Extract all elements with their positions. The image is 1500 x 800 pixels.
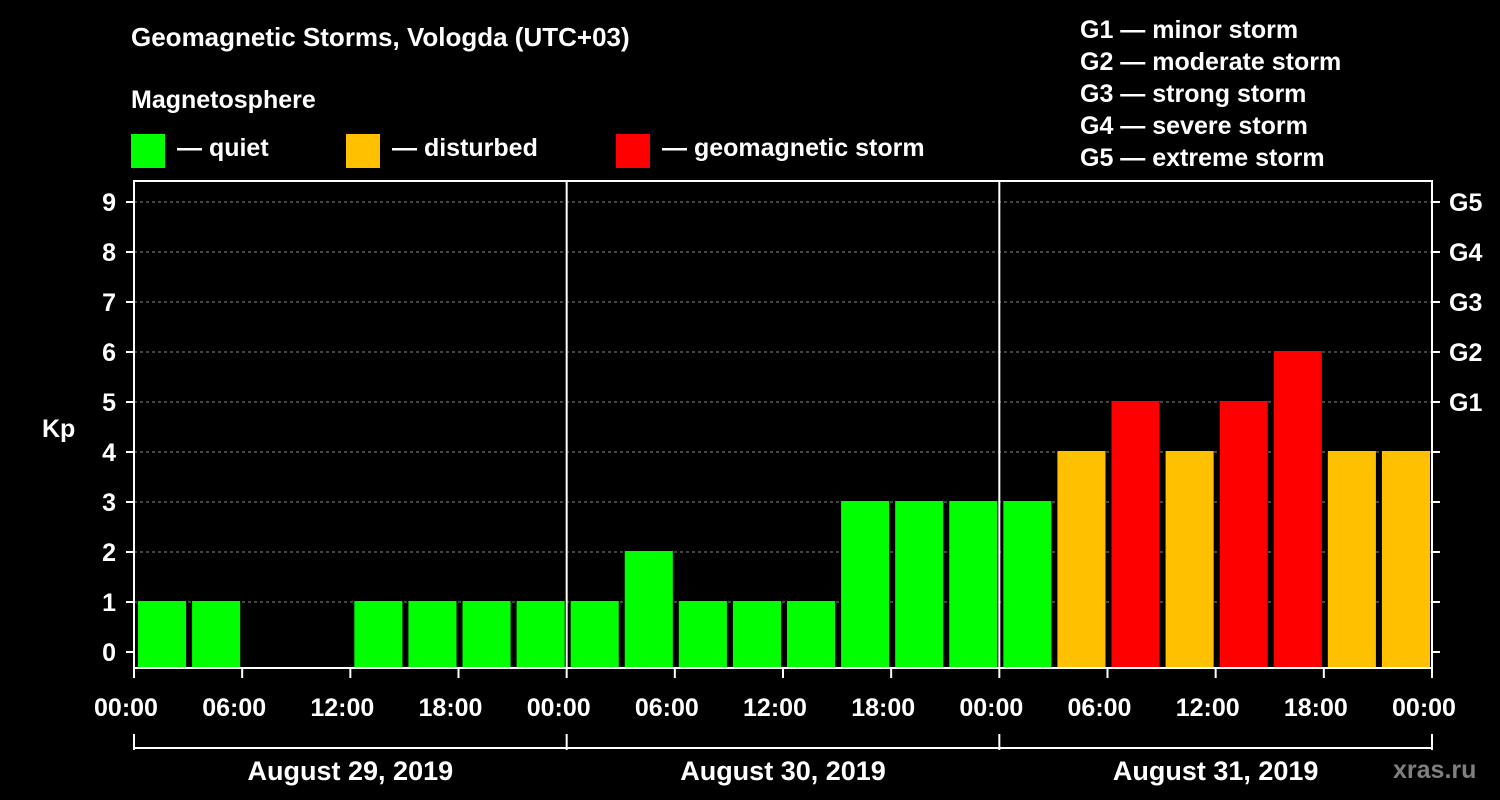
- chart-title: Geomagnetic Storms, Vologda (UTC+03): [131, 22, 630, 52]
- day-label: August 31, 2019: [1113, 756, 1319, 786]
- y-tick-label: 6: [102, 339, 116, 367]
- y-tick-label: 7: [102, 289, 116, 317]
- bar: [841, 501, 890, 668]
- bar: [1057, 451, 1106, 668]
- y-tick-label: 1: [102, 589, 116, 617]
- x-tick-label: 12:00: [1176, 694, 1240, 722]
- g-tick-label: G2: [1449, 339, 1482, 367]
- x-tick-label: 12:00: [310, 694, 374, 722]
- legend-label-storm: — geomagnetic storm: [662, 134, 925, 162]
- bar: [732, 601, 781, 668]
- bar: [624, 551, 673, 668]
- x-tick-label: 00:00: [959, 694, 1023, 722]
- bar: [1003, 501, 1052, 668]
- g-tick-label: G4: [1449, 239, 1482, 267]
- bar: [678, 601, 727, 668]
- y-tick-label: 5: [102, 389, 116, 417]
- y-tick-label: 9: [102, 189, 116, 217]
- bar: [570, 601, 619, 668]
- bar: [138, 601, 187, 668]
- bar: [949, 501, 998, 668]
- legend-swatch-disturbed: [346, 134, 380, 168]
- x-tick-label: 06:00: [1068, 694, 1132, 722]
- bar: [1381, 451, 1430, 668]
- x-tick-label: 18:00: [851, 694, 915, 722]
- g-tick-label: G3: [1449, 289, 1482, 317]
- bar: [787, 601, 836, 668]
- x-tick-label: 00:00: [94, 694, 158, 722]
- day-label: August 29, 2019: [248, 756, 454, 786]
- g-tick-label: G1: [1449, 389, 1482, 417]
- g-scale-legend: G1 — minor storm G2 — moderate storm G3 …: [1080, 14, 1341, 174]
- bar: [1219, 401, 1268, 668]
- x-tick-label: 18:00: [419, 694, 483, 722]
- bar: [408, 601, 457, 668]
- x-tick-label: 06:00: [635, 694, 699, 722]
- day-label: August 30, 2019: [680, 756, 886, 786]
- legend-swatch-storm: [616, 134, 650, 168]
- y-tick-label: 3: [102, 489, 116, 517]
- bar: [1165, 451, 1214, 668]
- y-tick-label: 4: [102, 439, 116, 467]
- x-tick-label: 00:00: [1392, 694, 1456, 722]
- g-scale-item-g2: G2 — moderate storm: [1080, 48, 1342, 76]
- legend-swatch-quiet: [131, 134, 165, 168]
- g-scale-item-g5: G5 — extreme storm: [1080, 144, 1325, 172]
- x-tick-label: 00:00: [527, 694, 591, 722]
- g-tick-label: G5: [1449, 189, 1482, 217]
- bar: [192, 601, 241, 668]
- bar: [462, 601, 511, 668]
- x-tick-label: 18:00: [1284, 694, 1348, 722]
- bar: [354, 601, 403, 668]
- bar: [516, 601, 565, 668]
- watermark: xras.ru: [1393, 756, 1477, 784]
- y-axis-label: Kp: [42, 415, 75, 443]
- y-tick-label: 8: [102, 239, 116, 267]
- g-scale-item-g1: G1 — minor storm: [1080, 16, 1299, 44]
- bar: [1273, 351, 1322, 668]
- bar: [1111, 401, 1160, 668]
- x-tick-label: 06:00: [202, 694, 266, 722]
- y-tick-label: 2: [102, 539, 116, 567]
- g-scale-item-g4: G4 — severe storm: [1080, 112, 1308, 140]
- legend-label-quiet: — quiet: [177, 134, 269, 162]
- y-tick-label: 0: [102, 639, 116, 667]
- legend-subtitle: Magnetosphere: [131, 86, 316, 114]
- x-tick-label: 12:00: [743, 694, 807, 722]
- g-scale-item-g3: G3 — strong storm: [1080, 80, 1307, 108]
- bar: [1327, 451, 1376, 668]
- bar: [895, 501, 944, 668]
- legend-label-disturbed: — disturbed: [392, 134, 538, 162]
